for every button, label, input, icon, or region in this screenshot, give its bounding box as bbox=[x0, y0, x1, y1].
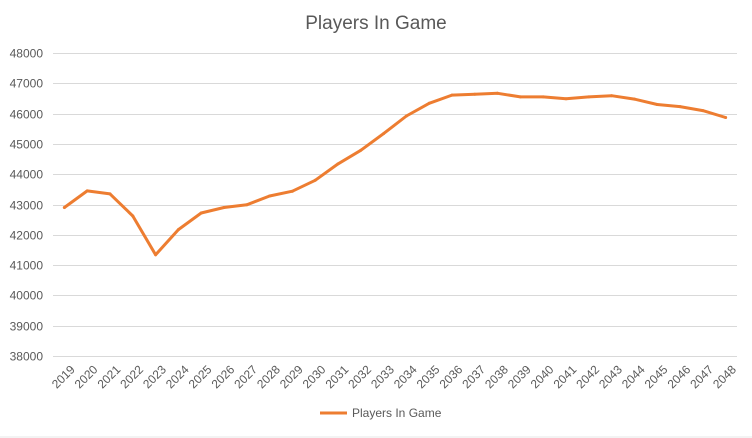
data-point bbox=[199, 211, 203, 215]
x-tick-label: 2025 bbox=[186, 362, 215, 391]
x-tick-label: 2019 bbox=[49, 362, 78, 391]
x-tick-label: 2024 bbox=[163, 362, 192, 391]
data-point bbox=[473, 92, 477, 96]
data-point bbox=[610, 94, 614, 98]
y-tick-label: 41000 bbox=[10, 259, 44, 273]
data-point bbox=[131, 214, 135, 218]
series-line-players-in-game bbox=[62, 91, 728, 257]
bottom-border bbox=[0, 436, 752, 438]
y-tick-label: 45000 bbox=[10, 138, 44, 152]
data-point bbox=[678, 105, 682, 109]
data-point bbox=[222, 206, 226, 209]
x-tick-label: 2046 bbox=[665, 362, 694, 391]
data-point bbox=[587, 95, 591, 99]
data-point bbox=[541, 95, 545, 99]
data-point bbox=[290, 189, 294, 193]
x-tick-label: 2033 bbox=[368, 362, 397, 391]
data-point bbox=[518, 95, 522, 99]
x-tick-label: 2041 bbox=[551, 362, 580, 391]
x-tick-label: 2028 bbox=[254, 362, 283, 391]
x-tick-label: 2026 bbox=[209, 362, 238, 391]
data-point bbox=[724, 116, 728, 119]
x-tick-label: 2023 bbox=[140, 362, 169, 391]
data-point bbox=[154, 253, 158, 257]
x-tick-label: 2034 bbox=[391, 362, 420, 391]
data-point bbox=[268, 194, 272, 198]
x-tick-label: 2030 bbox=[300, 362, 329, 391]
y-tick-label: 39000 bbox=[10, 320, 44, 334]
data-point bbox=[245, 203, 249, 207]
y-tick-label: 47000 bbox=[10, 77, 44, 91]
data-point bbox=[450, 93, 454, 97]
x-tick-label: 2035 bbox=[414, 362, 443, 391]
series-layer bbox=[62, 91, 728, 257]
x-tick-label: 2039 bbox=[505, 362, 534, 391]
x-axis-tick-labels: 2019202020212022202320242025202620272028… bbox=[49, 362, 739, 391]
x-tick-label: 2032 bbox=[345, 362, 374, 391]
gridlines bbox=[53, 53, 737, 357]
data-point bbox=[359, 148, 363, 152]
data-point bbox=[313, 178, 317, 182]
x-tick-label: 2031 bbox=[323, 362, 352, 391]
y-tick-label: 38000 bbox=[10, 350, 44, 364]
data-point bbox=[564, 97, 568, 101]
data-point bbox=[176, 228, 180, 232]
x-tick-label: 2040 bbox=[528, 362, 557, 391]
x-tick-label: 2021 bbox=[95, 362, 124, 391]
data-point bbox=[62, 206, 66, 209]
data-point bbox=[85, 189, 89, 193]
chart-title: Players In Game bbox=[305, 13, 447, 34]
x-tick-label: 2027 bbox=[231, 362, 260, 391]
legend-label-players-in-game: Players In Game bbox=[352, 406, 442, 420]
x-tick-label: 2036 bbox=[437, 362, 466, 391]
x-tick-label: 2043 bbox=[596, 362, 625, 391]
data-point bbox=[427, 101, 431, 105]
data-point bbox=[108, 192, 112, 196]
y-axis-tick-labels: 38000 39000 40000 41000 42000 43000 44000 45000… bbox=[10, 47, 44, 364]
y-tick-label: 43000 bbox=[10, 199, 44, 213]
data-point bbox=[632, 97, 636, 101]
x-tick-label: 2022 bbox=[117, 362, 146, 391]
x-tick-label: 2020 bbox=[72, 362, 101, 391]
x-tick-label: 2047 bbox=[687, 362, 716, 391]
x-tick-label: 2044 bbox=[619, 362, 648, 391]
data-point bbox=[701, 109, 705, 113]
x-tick-label: 2045 bbox=[642, 362, 671, 391]
data-point bbox=[655, 103, 659, 106]
data-point bbox=[336, 162, 340, 166]
x-tick-label: 2038 bbox=[482, 362, 511, 391]
y-tick-label: 46000 bbox=[10, 108, 44, 122]
data-point bbox=[496, 91, 500, 95]
y-tick-label: 40000 bbox=[10, 289, 44, 303]
x-tick-label: 2037 bbox=[459, 362, 488, 391]
x-tick-label: 2042 bbox=[573, 362, 602, 391]
y-tick-label: 42000 bbox=[10, 229, 44, 243]
legend: Players In Game bbox=[320, 406, 442, 420]
y-tick-label: 48000 bbox=[10, 47, 44, 61]
data-point bbox=[382, 132, 386, 136]
data-point bbox=[404, 114, 408, 118]
x-tick-label: 2048 bbox=[710, 362, 739, 391]
x-tick-label: 2029 bbox=[277, 362, 306, 391]
y-tick-label: 44000 bbox=[10, 168, 44, 182]
